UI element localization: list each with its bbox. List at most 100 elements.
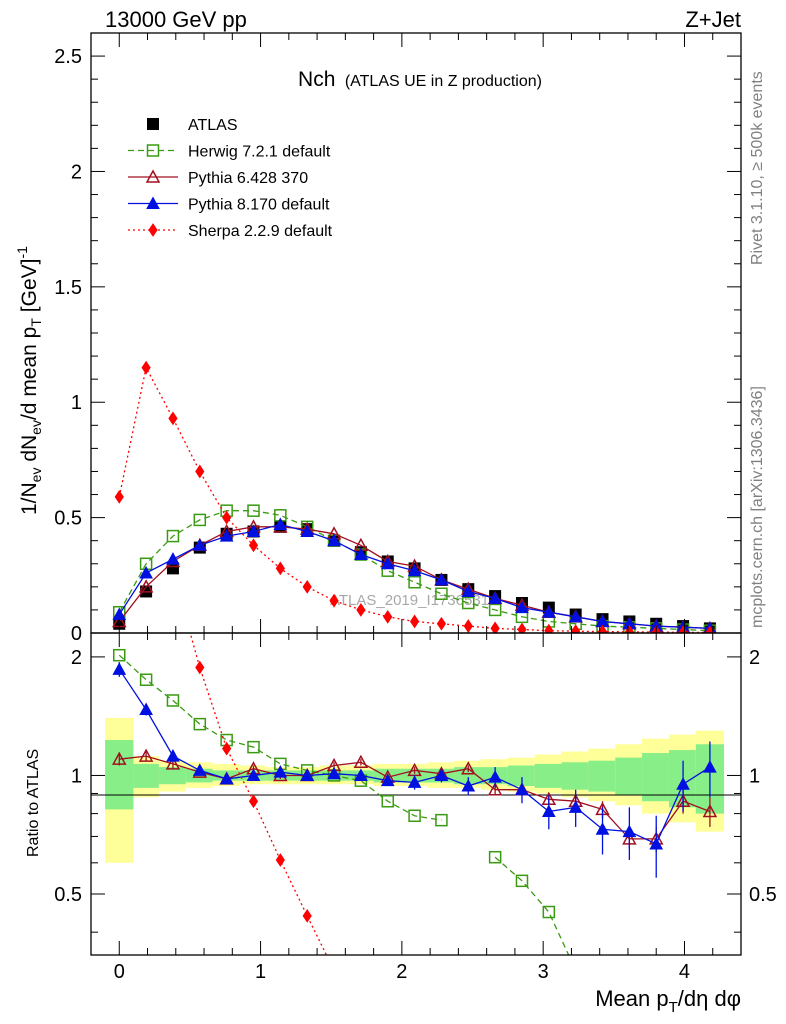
legend-item: Herwig 7.2.1 default (128, 144, 331, 161)
x-tick-label: 2 (396, 961, 407, 983)
data-point (408, 575, 421, 589)
data-point (354, 547, 368, 561)
data-point (462, 596, 475, 610)
ratio-y-axis-title: Ratio to ATLAS (25, 749, 42, 857)
ratio-point (461, 778, 476, 792)
data-point (488, 591, 502, 604)
ratio-y-tick-label: 0.5 (54, 884, 82, 906)
ratio-plot-frame (90, 632, 742, 956)
ratio-point (649, 836, 664, 850)
data-point (383, 609, 393, 624)
data-point (517, 622, 527, 633)
ratio-point (138, 748, 154, 762)
ratio-y-tick-label: 2 (71, 647, 82, 669)
data-point (168, 411, 178, 426)
ratio-line (494, 856, 570, 955)
y-tick-label: 1.5 (54, 277, 82, 299)
y-tick-label: 2.5 (54, 46, 82, 68)
x-tick-label: 1 (255, 961, 266, 983)
x-tick-label: 4 (679, 961, 690, 983)
x-axis-title: Mean pT/dη dφ (595, 986, 741, 1016)
ratio-point (434, 768, 449, 781)
data-point (273, 517, 288, 531)
ratio-point (113, 648, 126, 662)
ratio-point (380, 773, 395, 787)
data-point (463, 619, 473, 633)
band-stat (454, 767, 481, 785)
process-label: Z+Jet (685, 7, 741, 32)
ratio-point (139, 673, 153, 686)
data-point (141, 360, 151, 375)
series-line (118, 510, 710, 632)
data-point (112, 607, 127, 621)
legend-marker (146, 196, 160, 209)
data-point (114, 489, 124, 504)
legend-label: ATLAS (188, 117, 238, 134)
data-point (138, 579, 154, 593)
y-tick-label: 2 (71, 161, 82, 183)
ratio-plot-series (111, 318, 718, 976)
data-point (329, 593, 339, 608)
ratio-point (435, 813, 448, 827)
data-point (193, 513, 207, 527)
data-point (195, 464, 205, 479)
band-stat (642, 753, 669, 802)
legend-label: Herwig 7.2.1 default (188, 144, 331, 161)
ratio-point (595, 822, 610, 835)
ratio-point (354, 768, 368, 781)
rivet-version-label: Rivet 3.1.10, ≥ 500k events (749, 71, 766, 265)
ratio-point (327, 766, 341, 780)
ratio-point (115, 318, 123, 330)
axis-ticks (90, 32, 742, 955)
legend-label: Pythia 6.428 370 (188, 170, 308, 187)
ratio-point (192, 763, 207, 776)
ratio-point (488, 770, 502, 783)
ratio-point (570, 965, 581, 976)
energy-label: 13000 GeV pp (105, 7, 247, 32)
y-tick-label: 1 (71, 392, 82, 414)
title-text: Nch (298, 68, 335, 91)
data-point (302, 579, 312, 594)
ratio-point (487, 782, 503, 796)
ratio-y-tick-label-right: 2 (749, 647, 760, 669)
ratio-point (488, 850, 502, 864)
data-point (434, 572, 449, 586)
data-point (407, 563, 422, 577)
data-point (435, 587, 448, 601)
legend-label: Sherpa 2.2.9 default (188, 223, 333, 240)
ratio-series-pythia-8-170-default (112, 662, 717, 878)
plot-title: Nch (ATLAS UE in Z production) (298, 68, 542, 91)
band-stat (105, 740, 134, 810)
data-point (409, 614, 420, 629)
data-point (515, 600, 529, 614)
data-point (166, 552, 180, 565)
data-point (247, 504, 260, 517)
data-point (541, 605, 556, 618)
x-tick-label: 3 (538, 961, 549, 983)
legend-marker (148, 223, 158, 237)
ratio-point (622, 824, 637, 838)
ratio-point (142, 455, 150, 467)
legend: ATLAS Herwig 7.2.1 default Pythia 6.428 37… (128, 117, 333, 240)
ratio-point (247, 740, 260, 754)
y-tick-label: 0 (71, 623, 82, 645)
data-point (246, 524, 261, 537)
data-point (436, 616, 447, 631)
legend-marker (145, 169, 161, 183)
ratio-point (222, 741, 232, 756)
legend-item: Pythia 8.170 default (128, 196, 330, 214)
data-point (300, 524, 315, 537)
x-tick-label: 0 (114, 961, 125, 983)
ratio-point (515, 782, 529, 796)
band-stat (507, 765, 535, 787)
ratio-y-tick-label-right: 0.5 (749, 884, 777, 906)
ratio-point (702, 803, 718, 818)
ratio-series-sherpa-2-2-9-default (115, 318, 328, 955)
ratio-point (300, 768, 315, 781)
ratio-point (165, 756, 181, 770)
legend-item: Pythia 6.428 370 (128, 169, 308, 187)
ratio-point (219, 771, 234, 785)
ratio-point (381, 794, 394, 808)
data-point (461, 584, 476, 597)
data-point (219, 529, 234, 542)
